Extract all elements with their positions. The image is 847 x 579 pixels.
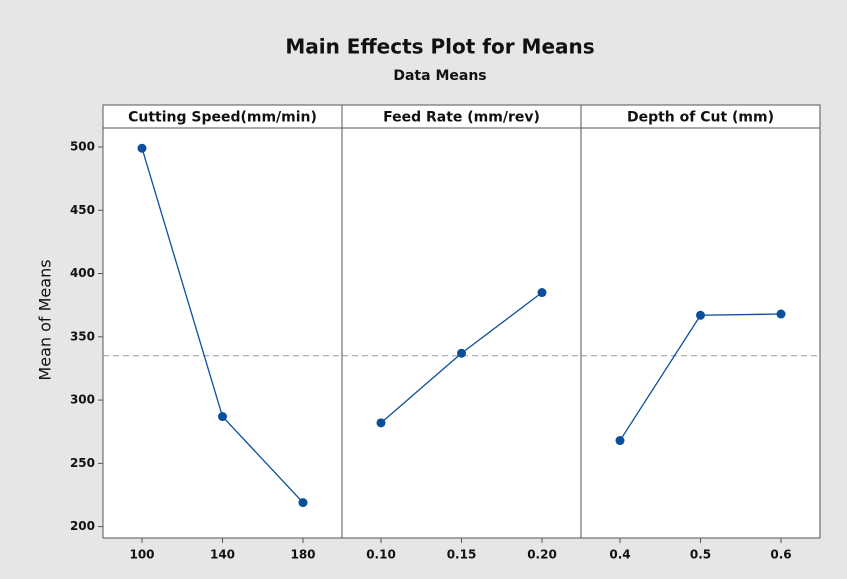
x-tick-label: 0.20 [527,548,557,562]
y-tick-label: 300 [70,393,95,407]
point [137,143,147,153]
x-tick-label: 100 [129,548,154,562]
x-tick-label: 0.4 [609,548,630,562]
y-tick-label: 450 [70,203,95,217]
point [696,310,705,320]
y-axis-label: Mean of Means [36,259,55,380]
point [218,412,227,422]
point [537,288,547,298]
panel-title: Cutting Speed(mm/min) [128,110,317,126]
y-tick-label: 350 [70,329,95,343]
point [776,309,786,319]
chart-title: Main Effects Plot for Means [285,35,594,59]
panel-title: Feed Rate (mm/rev) [383,110,540,126]
y-tick-label: 400 [70,266,95,280]
point [376,418,386,428]
x-tick-label: 140 [210,548,235,562]
chart-subtitle: Data Means [393,68,486,84]
x-tick-label: 0.6 [770,548,791,562]
panel-title: Depth of Cut (mm) [627,110,774,126]
x-tick-label: 0.5 [690,548,711,562]
x-tick-label: 0.10 [366,548,396,562]
x-tick-label: 180 [290,548,315,562]
point [298,498,308,508]
y-tick-label: 500 [70,139,95,153]
y-tick-label: 200 [70,519,95,533]
x-tick-label: 0.15 [447,548,477,562]
point [457,348,466,358]
plot-area [102,104,821,539]
y-tick-label: 250 [70,456,95,470]
point [615,436,625,446]
